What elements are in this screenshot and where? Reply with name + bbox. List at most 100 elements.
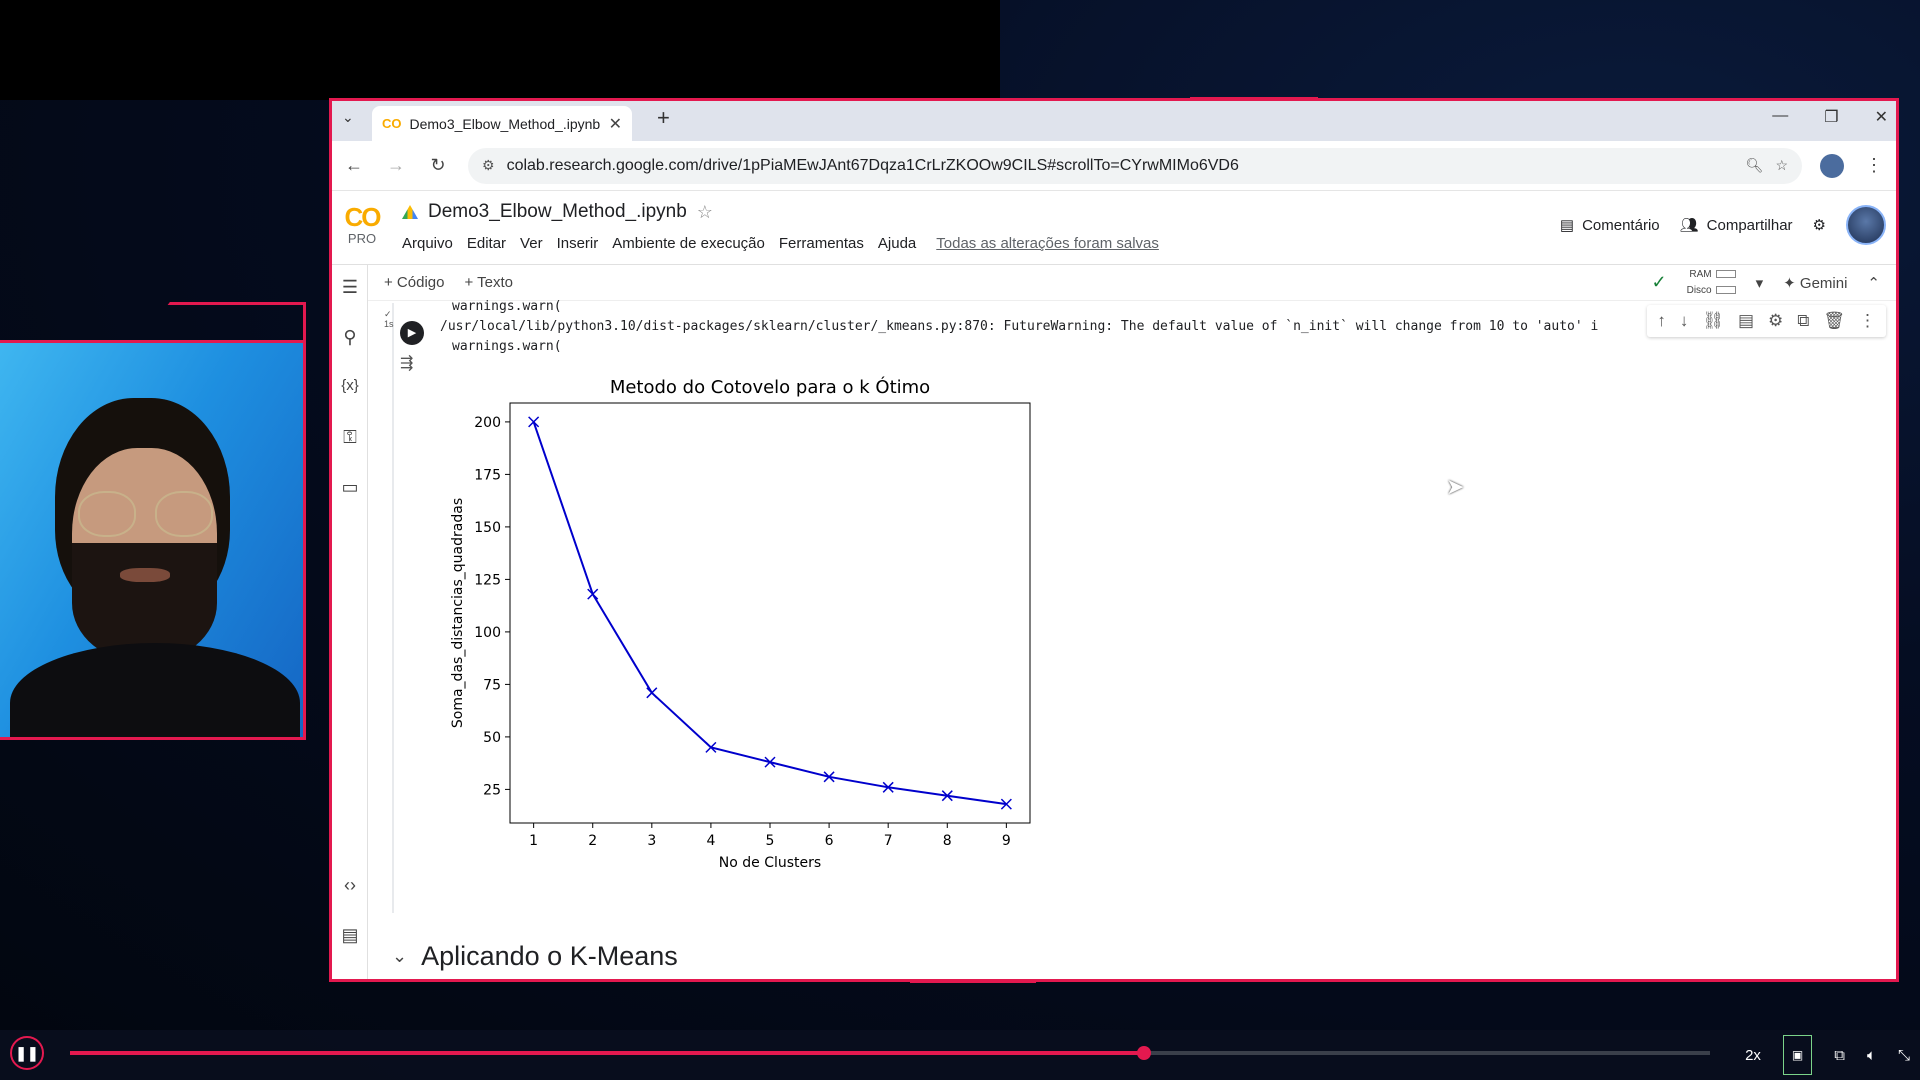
colab-favicon-icon: CO (382, 116, 402, 131)
collapse-chevron-icon[interactable]: ⌃ (1867, 274, 1880, 292)
header-actions: ▤ Comentário 👥︎ Compartilhar ⚙ (1560, 205, 1886, 245)
runtime-dropdown-icon[interactable]: ▾ (1755, 274, 1764, 292)
zoom-icon[interactable]: 🔍︎ (1745, 157, 1764, 173)
terminal-icon[interactable]: ▤ (341, 925, 359, 945)
delete-cell-icon[interactable]: 🗑︎ (1823, 311, 1845, 330)
cell-settings-icon[interactable]: ⚙ (1768, 311, 1784, 330)
add-text-button[interactable]: + Texto (464, 274, 513, 291)
mouse-cursor-icon: ➤ (1446, 474, 1465, 499)
cell-gutter (392, 303, 394, 913)
notebook-toolbar: + Código + Texto ✓ RAM Disco ▾ ✦ Gemini … (368, 265, 1896, 301)
share-button[interactable]: 👥︎ Compartilhar (1680, 216, 1793, 235)
url-text[interactable]: colab.research.google.com/drive/1pPiaMEw… (506, 156, 1239, 174)
output-options-icon[interactable]: ⇶ (400, 355, 414, 372)
x-tick-label: 2 (588, 833, 597, 849)
toc-icon[interactable]: ☰ (341, 277, 359, 297)
restore-icon[interactable]: ❐ (1824, 109, 1839, 126)
section-heading[interactable]: ⌄ Aplicando o K-Means (392, 941, 678, 972)
tab-title: Demo3_Elbow_Method_.ipynb (409, 115, 601, 132)
browser-tab[interactable]: CO Demo3_Elbow_Method_.ipynb ✕ (372, 106, 632, 141)
speed-button[interactable]: 2x (1745, 1046, 1761, 1064)
secrets-key-icon[interactable]: ⚿ (343, 427, 357, 447)
video-player-bar: ❚❚ 2x ▣ ⧉ 🔈︎ ⤡ (0, 1030, 1920, 1080)
bookmark-star-icon[interactable]: ☆ (1775, 157, 1788, 173)
menu-inserir[interactable]: Inserir (556, 235, 599, 252)
new-tab-icon[interactable]: + (657, 105, 670, 130)
forward-icon[interactable]: → (387, 155, 405, 175)
x-tick-label: 3 (647, 833, 656, 849)
site-info-icon[interactable]: ⚙ (482, 157, 495, 173)
data-point-marker (882, 781, 894, 793)
browser-toolbar: ← → ↻ ⚙ colab.research.google.com/drive/… (332, 141, 1896, 191)
run-meta: ✓ 1s (384, 309, 394, 329)
accent-line-bottom (910, 980, 1036, 983)
browser-menu-icon[interactable]: ⋮ (1865, 155, 1883, 175)
presenter-mouth (120, 568, 170, 582)
colab-logo[interactable]: CO PRO (342, 203, 382, 249)
progress-knob[interactable] (1137, 1046, 1152, 1060)
menu-ferramentas[interactable]: Ferramentas (778, 235, 864, 252)
fullscreen-exit-icon[interactable]: ⤡ (1897, 1046, 1910, 1064)
reload-icon[interactable]: ↻ (430, 155, 446, 175)
video-progress-bar[interactable] (70, 1046, 1710, 1060)
more-options-icon[interactable]: ⋮ (1859, 311, 1876, 330)
close-tab-icon[interactable]: ✕ (608, 115, 622, 133)
connected-check-icon[interactable]: ✓ (1651, 272, 1667, 292)
x-tick-label: 7 (884, 833, 893, 849)
colab-logo-mark: CO (344, 202, 382, 232)
browser-window: ⌄ CO Demo3_Elbow_Method_.ipynb ✕ + — ❐ ✕… (329, 98, 1899, 982)
variables-icon[interactable]: {x} (341, 377, 359, 394)
data-point-marker (823, 771, 835, 783)
y-tick-label: 200 (474, 415, 501, 431)
comment-label: Comentário (1582, 216, 1660, 234)
move-up-icon[interactable]: ↑ (1657, 311, 1666, 330)
comment-button[interactable]: ▤ Comentário (1560, 216, 1660, 235)
menu-arquivo[interactable]: Arquivo (402, 235, 453, 252)
presenter-shirt (10, 643, 300, 737)
back-icon[interactable]: ← (345, 155, 363, 175)
colab-header: CO PRO Demo3_Elbow_Method_.ipynb ☆ Arqui… (332, 191, 1896, 265)
menu-ambiente[interactable]: Ambiente de execução (612, 235, 765, 252)
y-tick-label: 150 (474, 520, 501, 536)
captions-icon[interactable]: ▣ (1782, 1035, 1813, 1075)
volume-icon[interactable]: 🔈︎ (1866, 1046, 1876, 1064)
link-icon[interactable]: ⛓ (1702, 311, 1724, 330)
window-controls: — ❐ ✕ (1772, 107, 1888, 127)
gemini-label: Gemini (1799, 274, 1848, 292)
address-bar[interactable]: ⚙ colab.research.google.com/drive/1pPiaM… (468, 147, 1802, 184)
minimize-icon[interactable]: — (1772, 107, 1789, 124)
close-window-icon[interactable]: ✕ (1874, 109, 1888, 126)
add-code-button[interactable]: + Código (384, 274, 445, 291)
profile-avatar-icon[interactable] (1820, 153, 1844, 178)
notebook-title-row: Demo3_Elbow_Method_.ipynb ☆ (402, 201, 713, 223)
star-icon[interactable]: ☆ (696, 201, 713, 222)
menu-ver[interactable]: Ver (520, 235, 543, 252)
notebook-title[interactable]: Demo3_Elbow_Method_.ipynb (428, 201, 687, 222)
share-label: Compartilhar (1706, 216, 1793, 234)
disk-label: Disco (1686, 284, 1712, 296)
pause-button[interactable]: ❚❚ (10, 1036, 44, 1070)
mirror-cell-icon[interactable]: ⧉ (1797, 311, 1810, 330)
section-collapse-chevron-icon[interactable]: ⌄ (392, 946, 408, 966)
y-tick-label: 50 (483, 730, 501, 746)
gemini-button[interactable]: ✦ Gemini (1783, 274, 1848, 292)
picture-in-picture-icon[interactable]: ⧉ (1834, 1046, 1845, 1064)
progress-fill (70, 1051, 1145, 1055)
code-cell[interactable]: ✓ 1s ▶ ⇶ warnings.warn(/usr/local/lib/pyt… (384, 299, 1886, 919)
search-icon[interactable]: ⚲ (343, 327, 357, 347)
comment-cell-icon[interactable]: ▤ (1737, 311, 1755, 330)
ram-disk-indicator[interactable]: RAM Disco (1687, 267, 1736, 299)
settings-gear-icon[interactable]: ⚙ (1812, 217, 1826, 234)
x-tick-label: 5 (766, 833, 775, 849)
drive-icon[interactable] (402, 205, 418, 219)
menu-editar[interactable]: Editar (466, 235, 507, 252)
run-cell-button[interactable]: ▶ (400, 321, 424, 345)
account-avatar[interactable] (1846, 205, 1886, 245)
move-down-icon[interactable]: ↓ (1679, 311, 1689, 330)
data-point-marker (941, 790, 953, 802)
save-status[interactable]: Todas as alterações foram salvas (936, 235, 1159, 252)
menu-ajuda[interactable]: Ajuda (877, 235, 917, 252)
files-folder-icon[interactable]: ▭ (341, 477, 359, 497)
code-snippets-icon[interactable]: ‹› (344, 875, 356, 895)
tab-list-chevron-icon[interactable]: ⌄ (342, 109, 354, 125)
